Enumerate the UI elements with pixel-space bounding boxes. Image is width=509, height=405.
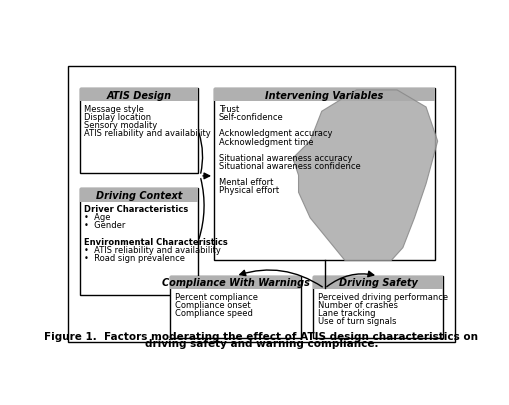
Text: Use of turn signals: Use of turn signals xyxy=(317,316,395,325)
Text: Environmental Characteristics: Environmental Characteristics xyxy=(84,237,228,246)
FancyBboxPatch shape xyxy=(79,189,197,295)
Text: Acknowledgment time: Acknowledgment time xyxy=(218,137,313,146)
Text: Number of crashes: Number of crashes xyxy=(317,300,397,309)
Text: Self-confidence: Self-confidence xyxy=(218,113,283,122)
FancyBboxPatch shape xyxy=(170,276,300,289)
Text: •  Age: • Age xyxy=(84,213,110,222)
Text: Physical effort: Physical effort xyxy=(218,186,278,195)
FancyBboxPatch shape xyxy=(79,89,197,173)
Text: Lane tracking: Lane tracking xyxy=(317,308,374,317)
Text: Acknowledgment accuracy: Acknowledgment accuracy xyxy=(218,129,331,138)
Text: Driving Safety: Driving Safety xyxy=(338,278,416,288)
Text: Situational awareness confidence: Situational awareness confidence xyxy=(218,162,360,171)
FancyBboxPatch shape xyxy=(312,276,442,289)
Text: Driver Characteristics: Driver Characteristics xyxy=(84,205,188,213)
Text: ATIS reliability and availability: ATIS reliability and availability xyxy=(84,129,211,138)
Text: Intervening Variables: Intervening Variables xyxy=(265,91,383,101)
Text: Sensory modality: Sensory modality xyxy=(84,121,157,130)
Polygon shape xyxy=(292,91,437,261)
Text: Driving Context: Driving Context xyxy=(96,190,182,200)
Text: Figure 1.  Factors moderating the effect of ATIS design characteristics on: Figure 1. Factors moderating the effect … xyxy=(44,331,477,341)
Text: Perceived driving performance: Perceived driving performance xyxy=(317,292,447,301)
Text: Compliance With Warnings: Compliance With Warnings xyxy=(161,278,309,288)
Text: Display location: Display location xyxy=(84,113,151,122)
Text: Compliance onset: Compliance onset xyxy=(175,300,250,309)
Text: Percent compliance: Percent compliance xyxy=(175,292,258,301)
Text: Message style: Message style xyxy=(84,105,144,114)
Text: Trust: Trust xyxy=(218,105,239,114)
FancyBboxPatch shape xyxy=(79,89,197,102)
FancyBboxPatch shape xyxy=(68,67,454,342)
FancyBboxPatch shape xyxy=(312,276,442,339)
FancyBboxPatch shape xyxy=(79,189,197,202)
Text: Situational awareness accuracy: Situational awareness accuracy xyxy=(218,153,351,162)
FancyBboxPatch shape xyxy=(214,89,435,102)
Text: •  Gender: • Gender xyxy=(84,221,125,230)
Text: ATIS Design: ATIS Design xyxy=(106,91,171,101)
Text: •  ATIS reliability and availability: • ATIS reliability and availability xyxy=(84,245,221,254)
FancyBboxPatch shape xyxy=(170,276,300,339)
Text: driving safety and warning compliance.: driving safety and warning compliance. xyxy=(145,339,377,349)
Text: Mental effort: Mental effort xyxy=(218,178,272,187)
FancyBboxPatch shape xyxy=(214,89,435,261)
Text: •  Road sign prevalence: • Road sign prevalence xyxy=(84,253,185,262)
Text: Compliance speed: Compliance speed xyxy=(175,308,252,317)
